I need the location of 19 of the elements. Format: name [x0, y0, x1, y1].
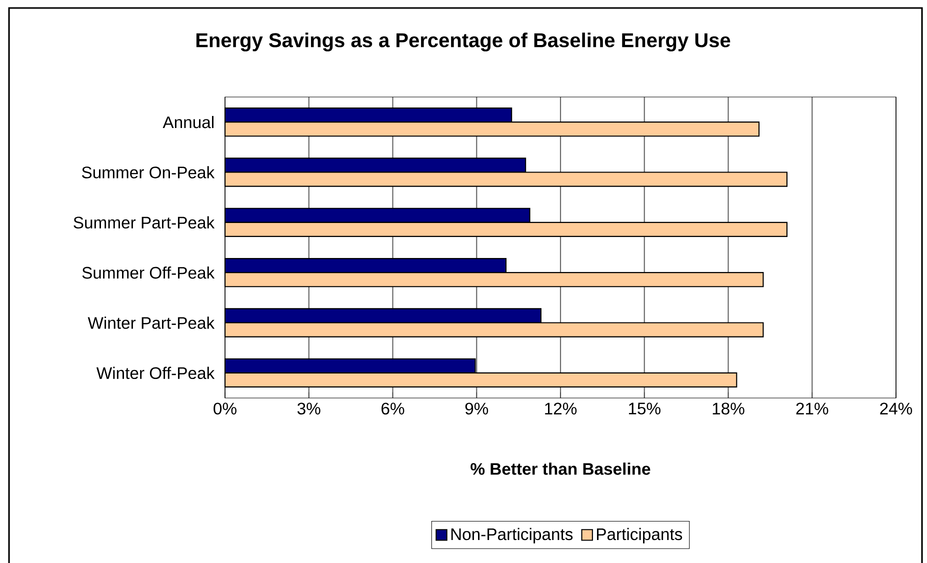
- x-tick-label: 18%: [712, 402, 744, 415]
- chart-title: Energy Savings as a Percentage of Baseline Energy Use: [196, 32, 730, 52]
- y-tick-label: Summer Part-Peak: [74, 216, 215, 229]
- x-tick-label: 21%: [796, 402, 828, 414]
- x-tick-label: 15%: [628, 402, 660, 414]
- x-tick-label: 0%: [214, 402, 236, 415]
- x-axis-title: % Better than Baseline: [470, 462, 650, 475]
- x-tick-label: 6%: [382, 402, 404, 415]
- y-tick-label: Winter Part-Peak: [88, 316, 215, 329]
- y-tick-label: Winter Off-Peak: [96, 366, 215, 380]
- x-tick-label: 24%: [880, 402, 912, 414]
- legend-label: Non-Participants: [451, 528, 573, 544]
- x-tick-label: 3%: [297, 402, 320, 415]
- x-tick-label: 12%: [545, 402, 577, 414]
- legend-label: Participants: [596, 528, 682, 544]
- y-tick-label: Summer Off-Peak: [82, 266, 215, 279]
- x-tick-label: 9%: [465, 402, 488, 415]
- y-tick-label: Annual: [162, 116, 214, 128]
- y-tick-label: Summer On-Peak: [82, 166, 215, 178]
